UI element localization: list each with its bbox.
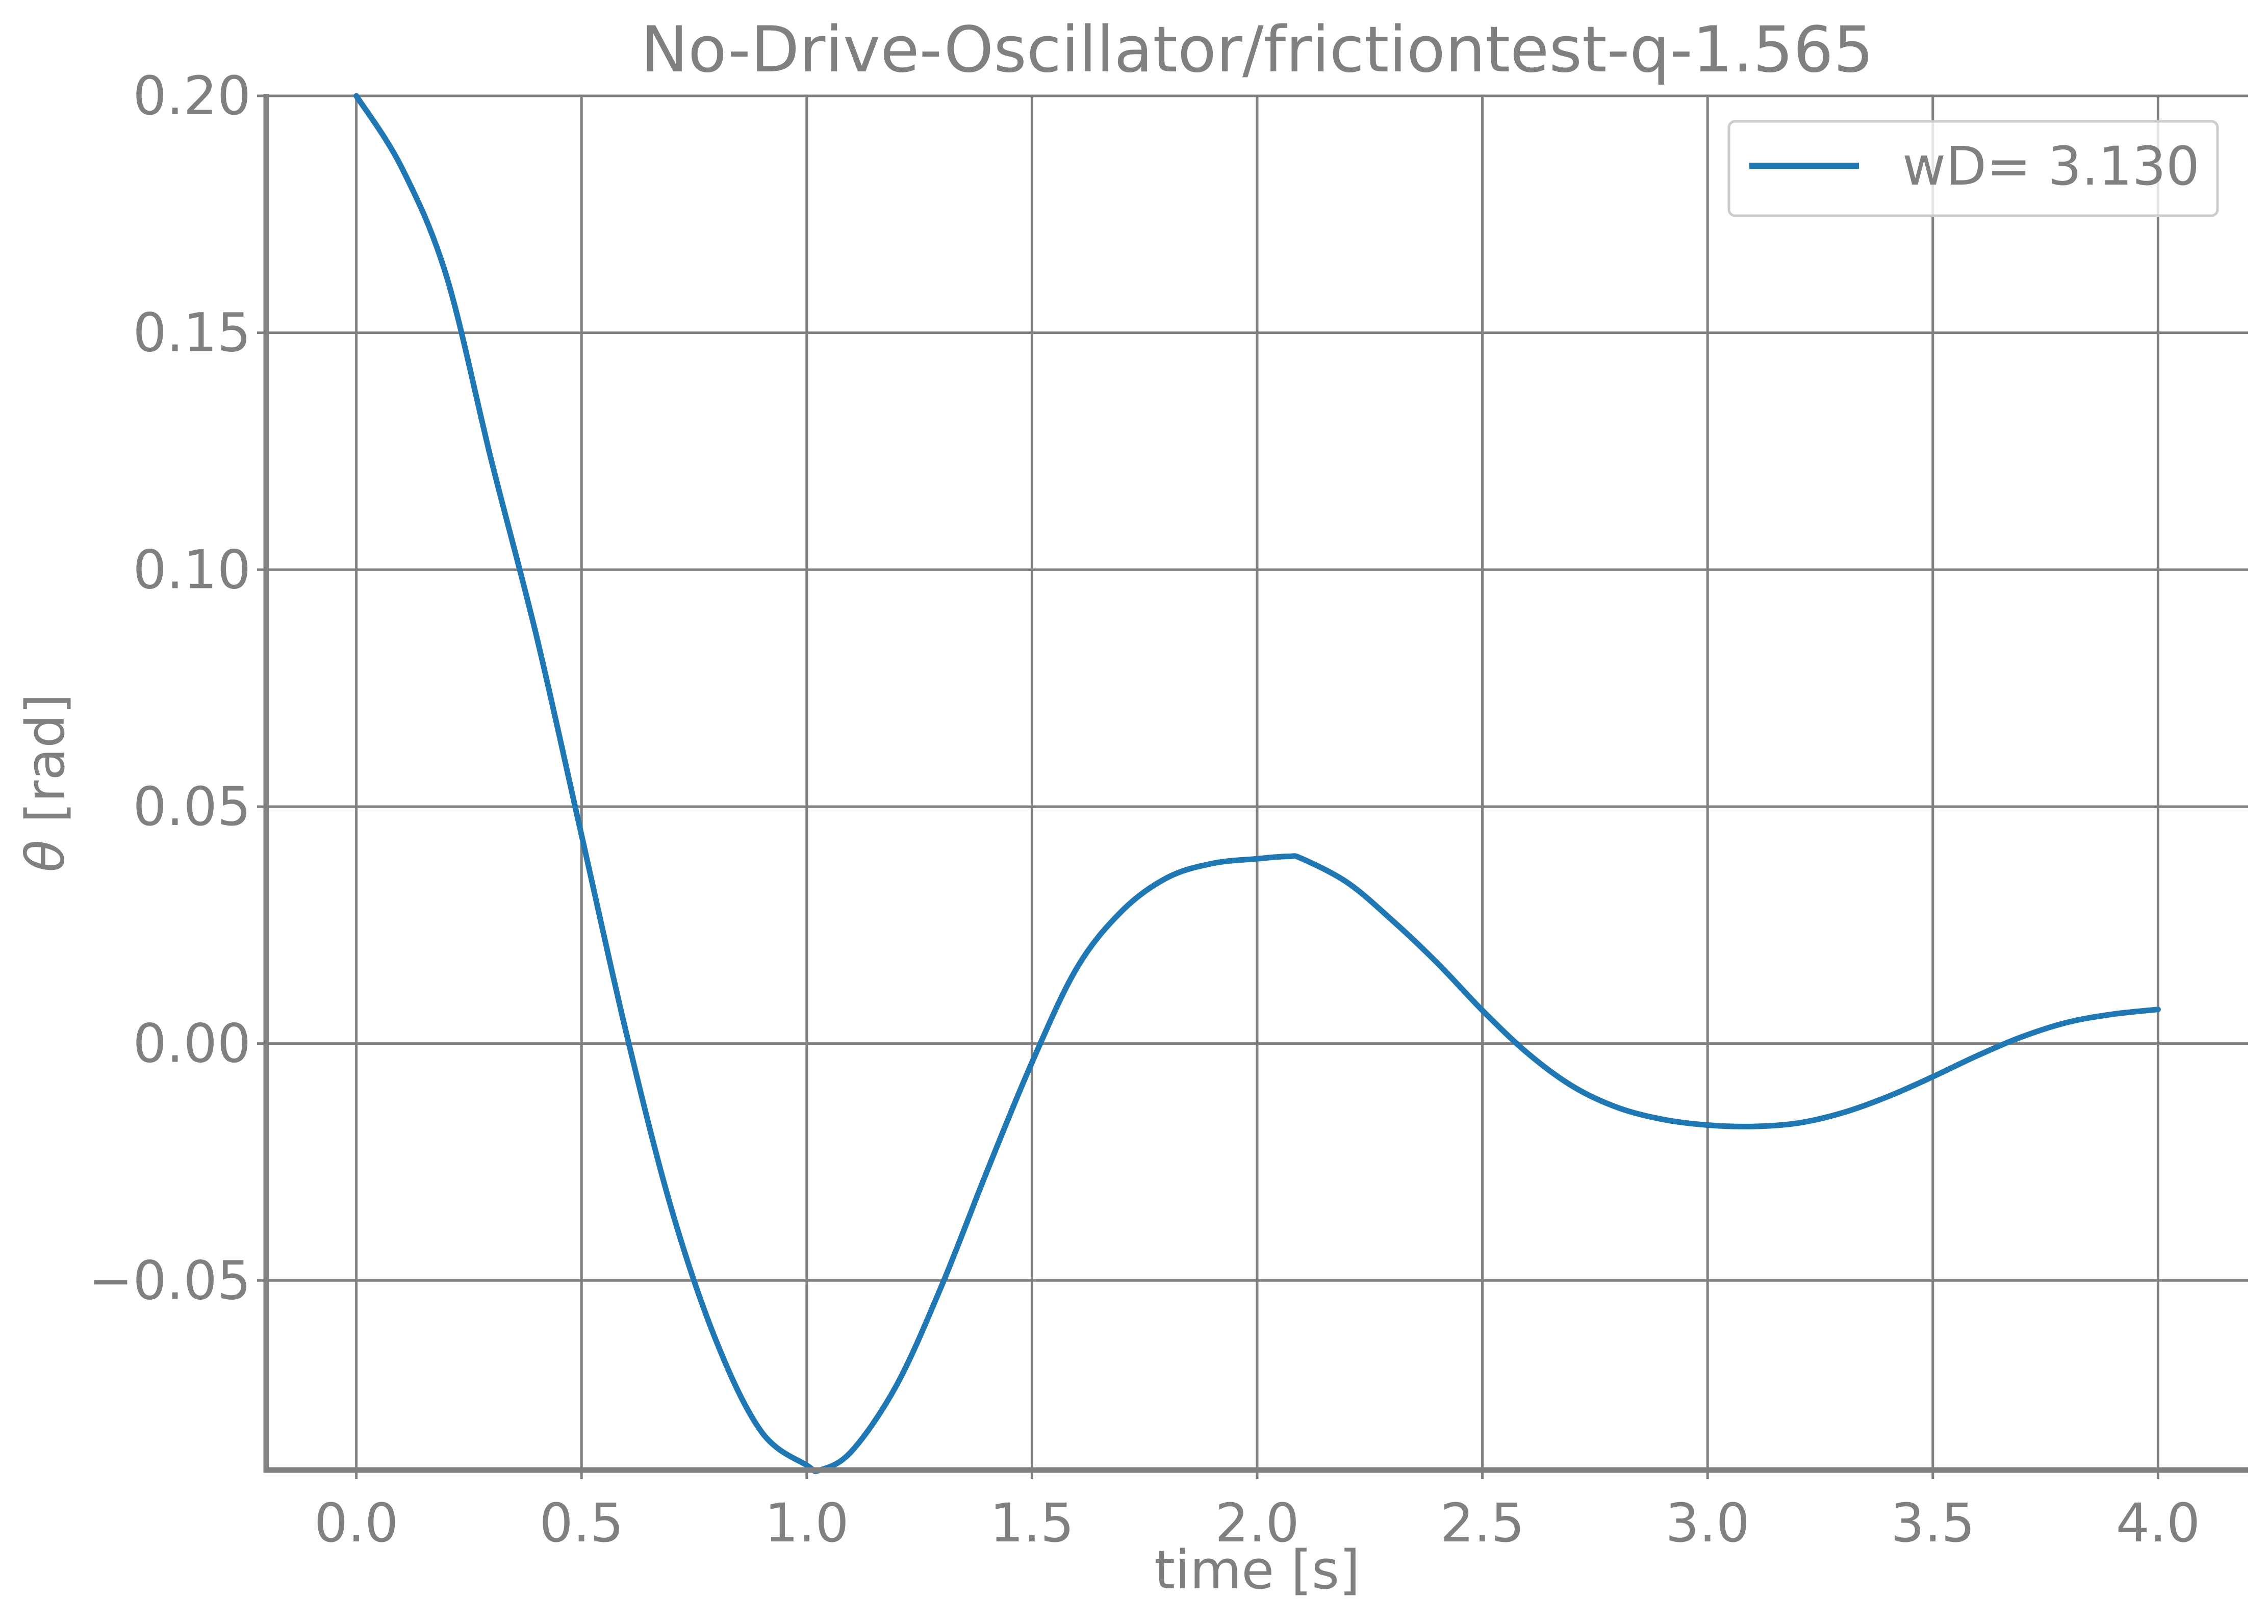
x-tick-label: 0.5 (540, 1492, 624, 1554)
y-tick-label: 0.20 (133, 65, 251, 127)
y-axis-label: θ [rad] (14, 693, 77, 872)
y-tick-label: 0.00 (133, 1013, 251, 1075)
x-tick-label: 2.5 (1440, 1492, 1524, 1554)
y-axis-label-unit: [rad] (14, 693, 77, 840)
x-tick-label: 3.5 (1891, 1492, 1975, 1554)
y-axis-ticks: −0.05 0.00 0.05 0.10 0.15 0.20 (88, 65, 266, 1311)
x-axis-label: time [s] (1154, 1539, 1360, 1601)
y-tick-label: 0.15 (133, 302, 251, 364)
x-tick-label: 3.0 (1665, 1492, 1749, 1554)
legend: wD= 3.130 (1727, 120, 2219, 217)
x-tick-label: 0.0 (314, 1492, 398, 1554)
series-layer (353, 93, 2161, 1474)
x-tick-label: 4.0 (2116, 1492, 2200, 1554)
y-axis-label-symbol: θ (14, 840, 77, 872)
y-tick-label: 0.10 (133, 538, 251, 601)
chart-title: No-Drive-Oscillator/frictiontest-q-1.565 (641, 13, 1874, 87)
x-axis-ticks: 0.0 0.5 1.0 1.5 2.0 2.5 3.0 3.5 4.0 (314, 1470, 2200, 1554)
y-tick-label: −0.05 (88, 1249, 251, 1311)
series-line (353, 93, 2161, 1474)
x-tick-label: 1.5 (990, 1492, 1074, 1554)
legend-entry-label: wD= 3.130 (1902, 135, 2200, 197)
x-tick-label: 2.0 (1215, 1492, 1299, 1554)
y-tick-label: 0.05 (133, 776, 251, 838)
x-tick-label: 1.0 (765, 1492, 849, 1554)
axis-spines (263, 94, 2248, 1473)
legend-box (1727, 120, 2219, 217)
grid (266, 94, 2248, 1470)
